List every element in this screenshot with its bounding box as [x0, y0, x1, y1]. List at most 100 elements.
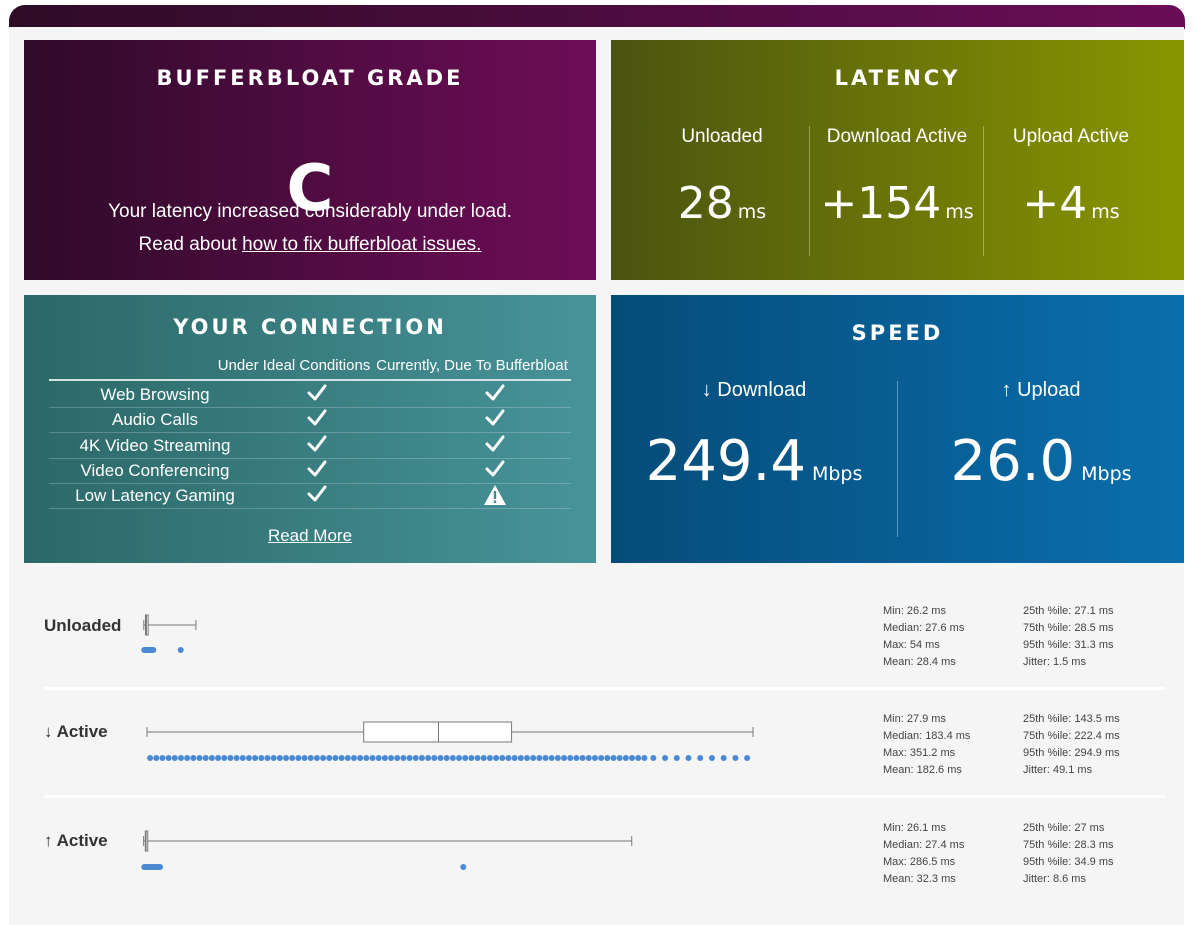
speed-card: SPEED ↓ Download 249.4 Mbps ↑ Upload 26.0…: [611, 295, 1184, 563]
speed-divider: [897, 381, 898, 537]
stat-p25: 25th %ile: 143.5 ms: [1023, 713, 1120, 725]
connection-row-name: Audio Calls: [112, 410, 198, 430]
sample-dot: [153, 755, 160, 761]
sample-dot: [369, 755, 376, 761]
sample-dot: [425, 755, 432, 761]
grade-read-line: Read about how to fix bufferbloat issues…: [24, 234, 596, 256]
sample-dot: [394, 755, 401, 761]
stat-median: Median: 27.6 ms: [883, 622, 965, 634]
fix-bufferbloat-link[interactable]: how to fix bufferbloat issues.: [242, 234, 482, 255]
check-icon: [477, 459, 513, 484]
sample-dot: [610, 755, 617, 761]
sample-dot: [530, 755, 537, 761]
sample-dot: [326, 755, 333, 761]
sample-dot: [307, 755, 314, 761]
stats-left-unloaded: Min: 26.2 ms Median: 27.6 ms Max: 54 ms …: [883, 603, 964, 671]
sample-dot: [449, 755, 456, 761]
latency-download-active: Download Active +154 ms: [810, 124, 984, 254]
sample-dot: [313, 755, 320, 761]
sample-dot: [437, 755, 444, 761]
latency-unit: ms: [1091, 201, 1120, 223]
row-divider: [44, 795, 1165, 798]
stat-p25: 25th %ile: 27.1 ms: [1023, 605, 1114, 617]
sample-dot: [499, 755, 506, 761]
upload-label: ↑ Upload: [1001, 379, 1081, 401]
sample-dot: [412, 755, 419, 761]
sample-dot: [276, 755, 283, 761]
connection-row-name: Video Conferencing: [80, 460, 230, 480]
latency-value: +154: [820, 178, 942, 229]
stat-mean: Mean: 182.6 ms: [883, 764, 962, 776]
speed-upload: ↑ Upload 26.0 Mbps: [898, 379, 1184, 539]
col-header-ideal: Under Ideal Conditions: [217, 357, 371, 374]
sample-dot: [567, 755, 574, 761]
sample-dot: [165, 755, 172, 761]
grade-title: BUFFERBLOAT GRADE: [156, 66, 464, 90]
latency-value: 28: [677, 178, 734, 229]
sample-dot: [196, 755, 203, 761]
stats-left-upload-active: Min: 26.1 ms Median: 27.4 ms Max: 286.5 …: [883, 820, 964, 888]
sample-dot: [573, 755, 580, 761]
iqr-box: [363, 721, 513, 743]
header-divider: [49, 379, 571, 381]
connection-row: 4K Video Streaming: [49, 433, 571, 459]
sample-dot: [591, 755, 598, 761]
grade-read-prefix: Read about: [138, 234, 237, 255]
sample-dot: [400, 755, 407, 761]
col-header-current: Currently, Due To Bufferbloat: [376, 357, 568, 374]
sample-dot: [629, 755, 636, 761]
sample-dot: [147, 755, 154, 761]
sample-dot: [227, 755, 234, 761]
sample-dot: [208, 755, 215, 761]
check-icon: [477, 434, 513, 459]
sample-dot: [462, 755, 469, 761]
sample-dot: [252, 755, 259, 761]
row-label-unloaded: Unloaded: [44, 616, 122, 635]
stat-min: Min: 27.9 ms: [883, 713, 946, 725]
sample-dot: [301, 755, 308, 761]
upload-value: 26.0: [950, 429, 1076, 494]
check-icon: [299, 434, 335, 459]
sample-dot: [474, 755, 481, 761]
stat-median: Median: 27.4 ms: [883, 839, 965, 851]
sample-dot: [616, 755, 623, 761]
stat-jitter: Jitter: 49.1 ms: [1023, 764, 1093, 776]
upload-unit: Mbps: [1081, 463, 1132, 485]
latency-card: LATENCY Unloaded 28 ms Download Active +1…: [611, 40, 1184, 280]
latency-value: +4: [1022, 178, 1088, 229]
sample-dot: [283, 755, 290, 761]
latency-unloaded: Unloaded 28 ms: [635, 124, 809, 254]
stat-p75: 75th %ile: 28.5 ms: [1023, 622, 1114, 634]
latency-upload-active: Upload Active +4 ms: [984, 124, 1158, 254]
latency-label: Download Active: [826, 126, 968, 147]
sample-dot: [338, 755, 345, 761]
latency-label: Unloaded: [681, 126, 763, 147]
sample-dot: [673, 755, 680, 761]
row-label-upload-active: ↑ Active: [44, 831, 108, 850]
connection-row: Web Browsing: [49, 382, 571, 408]
stat-max: Max: 54 ms: [883, 639, 940, 651]
sample-dot: [344, 755, 351, 761]
your-connection-card: YOUR CONNECTION Under Ideal Conditions C…: [24, 295, 596, 563]
stat-p75: 75th %ile: 222.4 ms: [1023, 730, 1120, 742]
latency-unit: ms: [945, 201, 974, 223]
sample-dot: [375, 755, 382, 761]
read-more-link[interactable]: Read More: [267, 526, 353, 545]
sample-dot: [406, 755, 413, 761]
check-icon: [299, 459, 335, 484]
sample-dot: [239, 755, 246, 761]
sample-dot: [221, 755, 228, 761]
sample-dot: [650, 755, 657, 761]
sample-dot: [505, 755, 512, 761]
latency-unit: ms: [737, 201, 767, 223]
stats-left-download-active: Min: 27.9 ms Median: 183.4 ms Max: 351.2…: [883, 711, 970, 779]
stat-mean: Mean: 28.4 ms: [883, 656, 956, 668]
sample-dot: [388, 755, 395, 761]
sample-dot: [190, 755, 197, 761]
sample-dot: [245, 755, 252, 761]
sample-dot: [561, 755, 568, 761]
sample-dot: [598, 755, 605, 761]
sample-dot: [554, 755, 561, 761]
sample-dot: [720, 755, 727, 761]
sample-dot: [350, 755, 357, 761]
